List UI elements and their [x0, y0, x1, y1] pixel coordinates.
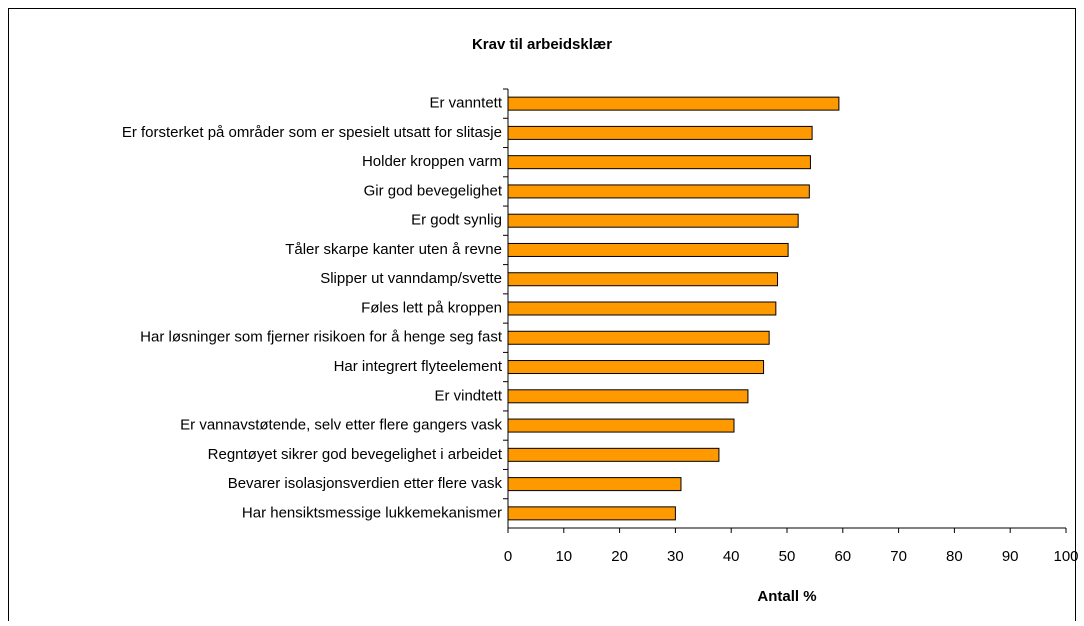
bar	[507, 96, 840, 111]
bar	[507, 447, 720, 462]
bar	[507, 301, 777, 316]
y-tick-label: Har hensiktsmessige lukkemekanismer	[242, 504, 502, 521]
x-tick-label: 0	[504, 548, 512, 565]
x-tick-label: 30	[667, 548, 684, 565]
bar	[507, 272, 779, 287]
chart-title: Krav til arbeidsklær	[472, 36, 612, 53]
frame	[8, 8, 1076, 626]
y-tick-label: Bevarer isolasjonsverdien etter flere va…	[228, 475, 503, 492]
bar	[507, 418, 735, 433]
y-tick-label: Er vindtett	[434, 387, 502, 404]
x-axis-title: Antall %	[757, 588, 816, 605]
y-tick-label: Regntøyet sikrer god bevegelighet i arbe…	[208, 446, 503, 463]
x-tick-label: 90	[1002, 548, 1019, 565]
y-tick-label: Er godt synlig	[411, 212, 502, 229]
bar	[507, 477, 682, 492]
y-tick-label: Har integrert flyteelement	[334, 358, 503, 375]
y-tick-label: Gir god bevegelighet	[364, 182, 503, 199]
bar	[507, 389, 749, 404]
x-tick-label: 70	[890, 548, 907, 565]
y-tick-label: Er forsterket på områder som er spesielt…	[122, 124, 502, 141]
x-tick-label: 50	[779, 548, 796, 565]
x-tick-label: 80	[946, 548, 963, 565]
y-tick-label: Slipper ut vanndamp/svette	[320, 270, 502, 287]
bar	[507, 330, 770, 345]
y-tick-label: Holder kroppen varm	[362, 153, 502, 170]
x-tick-label: 60	[834, 548, 851, 565]
y-tick-label: Er vanntett	[429, 95, 502, 112]
y-tick-label: Er vannavstøtende, selv etter flere gang…	[180, 417, 502, 434]
bar	[507, 155, 811, 170]
bar	[507, 360, 765, 375]
x-tick-label: 100	[1053, 548, 1078, 565]
bar	[507, 213, 799, 228]
bar	[507, 184, 810, 199]
bar	[507, 506, 676, 521]
x-tick-label: 40	[723, 548, 740, 565]
y-tick-label: Har løsninger som fjerner risikoen for å…	[140, 329, 503, 346]
x-tick-label: 20	[611, 548, 628, 565]
y-tick-label: Føles lett på kroppen	[361, 299, 502, 316]
y-tick-label: Tåler skarpe kanter uten å revne	[285, 241, 502, 258]
x-tick-label: 10	[555, 548, 572, 565]
bar	[507, 242, 789, 257]
bar	[507, 125, 813, 140]
